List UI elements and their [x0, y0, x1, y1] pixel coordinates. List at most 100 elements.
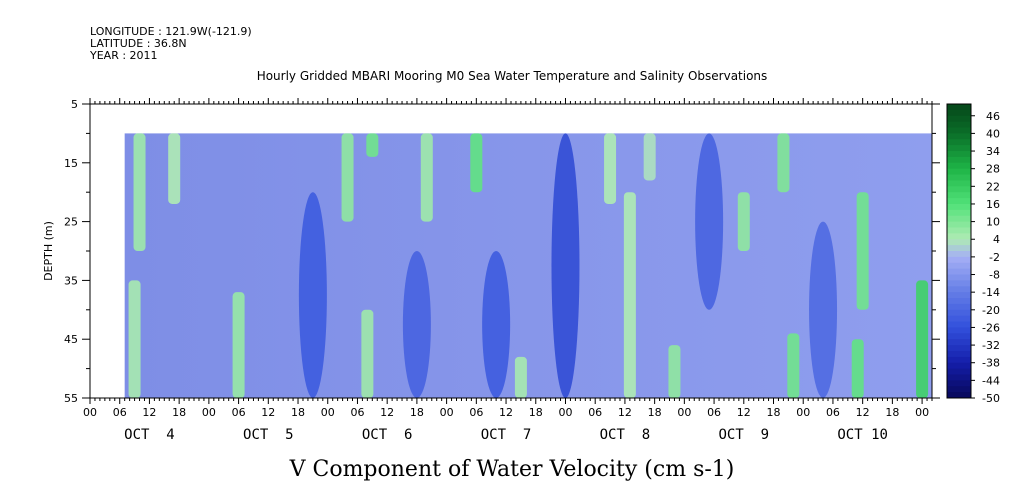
- colorbar-label: -20: [982, 304, 1000, 317]
- negative-core: [551, 133, 580, 398]
- colorbar-label: 22: [986, 180, 1000, 193]
- colorbar-segment: [947, 121, 971, 129]
- positive-band: [341, 133, 354, 222]
- x-tick-label: 00: [558, 406, 572, 419]
- x-tick-label: 00: [796, 406, 810, 419]
- negative-core: [695, 133, 724, 310]
- positive-band: [737, 192, 750, 251]
- x-tick-label: 12: [380, 406, 394, 419]
- x-tick-label: 18: [648, 406, 662, 419]
- x-minor-ticks: [89, 98, 933, 404]
- x-tick-label: 00: [321, 406, 335, 419]
- x-tick-label: 12: [737, 406, 751, 419]
- positive-band: [604, 133, 617, 204]
- positive-band: [856, 192, 869, 310]
- colorbar-segment: [947, 368, 971, 375]
- colorbar-segment: [947, 174, 971, 181]
- colorbar-label: -2: [989, 251, 1000, 264]
- x-tick-label: 06: [469, 406, 483, 419]
- colorbar-segment: [947, 380, 971, 387]
- day-label: OCT 4: [124, 427, 175, 443]
- colorbar-segment: [947, 298, 971, 305]
- positive-band: [668, 345, 681, 398]
- positive-band: [514, 356, 527, 398]
- positive-band: [128, 280, 141, 398]
- x-tick-label: 06: [232, 406, 246, 419]
- colorbar-label: -8: [989, 269, 1000, 282]
- colorbar-segment: [947, 356, 971, 364]
- positive-band: [168, 133, 181, 204]
- colorbar-segment: [947, 274, 971, 281]
- positive-band: [777, 133, 790, 193]
- x-tick-label: 12: [261, 406, 275, 419]
- positive-band: [851, 339, 864, 398]
- colorbar-segment: [947, 321, 971, 328]
- x-tick-label: 18: [291, 406, 305, 419]
- x-tick-label: 00: [440, 406, 454, 419]
- day-labels: OCT 4 OCT 5 OCT 6 OCT 7 OCT 8 OCT 9 OCT 10: [124, 427, 888, 443]
- x-tick-label: 12: [499, 406, 513, 419]
- colorbar-segment: [947, 309, 971, 317]
- colorbar-segment: [947, 221, 971, 228]
- colorbar-segment: [947, 256, 971, 264]
- y-tick-label: 5: [71, 98, 78, 111]
- colorbar-segment: [947, 233, 971, 240]
- colorbar-segment: [947, 362, 971, 370]
- x-tick-label: 12: [856, 406, 870, 419]
- day-label: OCT 5: [243, 427, 294, 443]
- x-tick-label: 12: [142, 406, 156, 419]
- colorbar-segment: [947, 198, 971, 205]
- x-tick-label: 18: [885, 406, 899, 419]
- x-tick-label: 06: [350, 406, 364, 419]
- x-tick-label: 00: [202, 406, 216, 419]
- colorbar-segment: [947, 209, 971, 217]
- x-tick-label: 06: [113, 406, 127, 419]
- colorbar-frame: [946, 103, 972, 399]
- colorbar-segment: [947, 245, 971, 252]
- day-label: OCT 6: [362, 427, 413, 443]
- positive-band: [361, 309, 374, 398]
- colorbar-segment: [947, 151, 971, 158]
- negative-core: [482, 251, 511, 398]
- year-label: YEAR : 2011: [89, 49, 158, 62]
- negative-core: [298, 192, 327, 398]
- colorbar-segment: [947, 215, 971, 223]
- x-tick-label: 00: [677, 406, 691, 419]
- colorbar-segment: [947, 133, 971, 140]
- colorbar-label: 40: [986, 127, 1000, 140]
- colorbar-segment: [947, 139, 971, 146]
- positive-band: [420, 133, 433, 222]
- positive-band: [787, 333, 800, 398]
- y-tick-label: 35: [64, 274, 78, 287]
- colorbar-segment: [947, 350, 971, 358]
- colorbar-segment: [947, 333, 971, 340]
- day-label: OCT 10: [837, 427, 888, 443]
- colorbar-segment: [947, 104, 971, 111]
- colorbar-segment: [947, 145, 971, 152]
- day-label: OCT 7: [481, 427, 532, 443]
- positive-band: [916, 280, 929, 398]
- colorbar-segment: [947, 227, 971, 234]
- heatmap-field: [124, 133, 932, 398]
- colorbar-segment: [947, 345, 971, 352]
- x-tick-label: 06: [707, 406, 721, 419]
- colorbar-label: 28: [986, 163, 1000, 176]
- positive-band: [643, 133, 656, 181]
- chart-title: Hourly Gridded MBARI Mooring M0 Sea Wate…: [257, 69, 768, 83]
- colorbar-segment: [947, 162, 971, 170]
- colorbar-segment: [947, 109, 971, 117]
- colorbar-segment: [947, 203, 971, 211]
- colorbar-segment: [947, 251, 971, 258]
- colorbar-segment: [947, 339, 971, 346]
- y-axis: 5 15 25 35 45 55: [64, 98, 940, 405]
- x-tick-label: 06: [826, 406, 840, 419]
- colorbar-label: 34: [986, 145, 1000, 158]
- colorbar-label: 16: [986, 198, 1000, 211]
- longitude-label: LONGITUDE : 121.9W(-121.9): [90, 25, 252, 38]
- colorbar-segment: [947, 168, 971, 176]
- colorbar-segment: [947, 286, 971, 293]
- x-tick-label: 18: [529, 406, 543, 419]
- colorbar-segment: [947, 127, 971, 134]
- negative-core: [402, 251, 431, 398]
- colorbar-segment: [947, 156, 971, 164]
